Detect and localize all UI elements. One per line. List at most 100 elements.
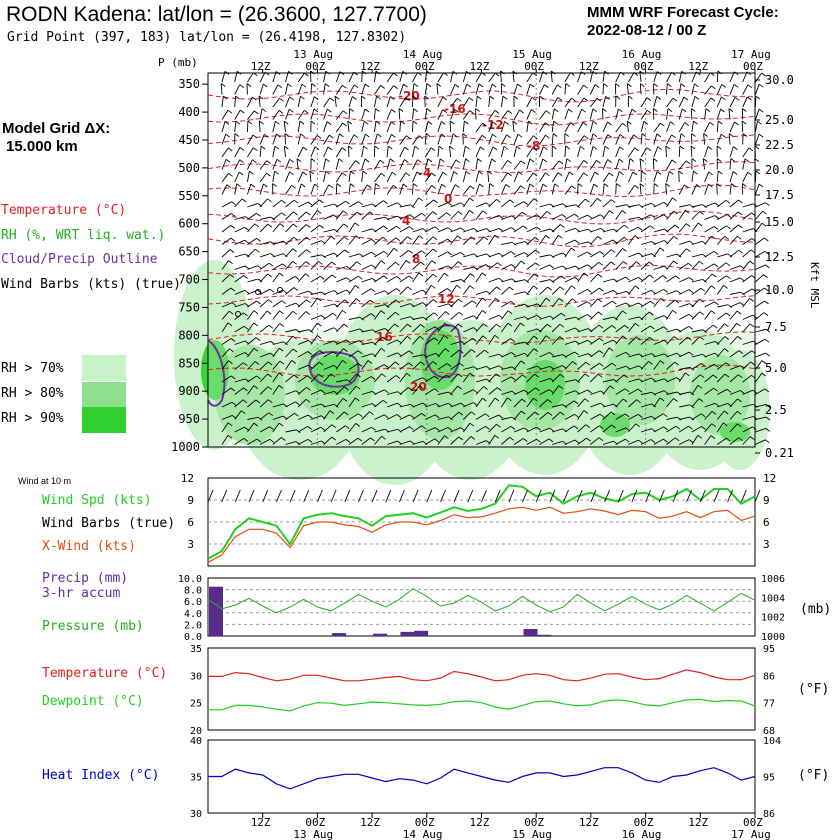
- wind-barb: [627, 171, 634, 183]
- wind-barb-flag: [673, 336, 679, 340]
- wind-barb-flag: [359, 340, 364, 344]
- wind-barb: [564, 413, 575, 420]
- wind-barb: [653, 133, 658, 145]
- wind-barb: [323, 274, 333, 283]
- wind-barb-flag: [329, 97, 335, 102]
- cloud-outline: [423, 324, 462, 379]
- wind-barb: [424, 326, 436, 333]
- wind-barb-flag: [610, 199, 616, 204]
- wind-barb: [679, 303, 690, 308]
- wind-barb-flag: [605, 95, 610, 100]
- wind-barb: [335, 210, 344, 220]
- wind-barb: [374, 310, 382, 320]
- wind-barb: [666, 437, 676, 445]
- wind-barb-flag: [389, 158, 395, 163]
- wind-barb-flag: [507, 160, 512, 164]
- wind-barb: [564, 390, 576, 395]
- wind-barb: [310, 389, 322, 395]
- top-hour-label: 12Z: [688, 60, 708, 73]
- wind-barb-flag: [300, 183, 306, 188]
- wind-barb-flag: [354, 222, 360, 227]
- wind-barb-flag: [469, 372, 475, 377]
- wind-barb: [298, 364, 309, 370]
- wind-barb-flag: [673, 260, 678, 265]
- wind-barb-flag: [383, 225, 388, 230]
- wind-barb: [716, 170, 719, 183]
- wind-barb-flag: [302, 171, 308, 176]
- wind-barb: [297, 299, 307, 308]
- temp-unit: (°F): [798, 682, 830, 697]
- wind-barb: [628, 336, 637, 345]
- wind-barb: [297, 426, 308, 433]
- wind-barb-flag: [357, 350, 363, 355]
- wind-barb: [247, 147, 254, 158]
- wind-barb: [361, 158, 366, 170]
- wind-barb: [552, 265, 563, 270]
- wind-barb: [399, 71, 404, 83]
- wind-barb: [285, 276, 296, 283]
- wind-barb: [386, 352, 398, 358]
- wind-barb-flag: [469, 422, 475, 427]
- wind-barb: [399, 120, 402, 133]
- wind-barb-flag: [688, 425, 693, 430]
- wind-barb: [678, 71, 683, 83]
- wind-barb: [564, 83, 567, 95]
- wind-barb-flag: [604, 145, 610, 150]
- wind-barb: [552, 203, 563, 208]
- wind-barb: [285, 171, 290, 183]
- wind-barb-flag: [608, 347, 614, 352]
- wind-barb-flag: [763, 274, 768, 278]
- pressure-tick-label-right: 1004: [761, 593, 785, 604]
- wind-barb-flag: [505, 184, 511, 188]
- wind-barb: [539, 254, 551, 258]
- wind-barb-flag: [536, 438, 541, 443]
- wind-barb-flag: [275, 120, 280, 125]
- wind-barb-flag: [713, 387, 718, 392]
- wind-barb-flag: [408, 250, 413, 254]
- wind-barb-flag: [536, 315, 542, 319]
- wind-barb: [386, 299, 396, 308]
- wind-barb: [436, 83, 439, 95]
- wind-barb: [704, 285, 712, 295]
- wind-barb: [246, 120, 249, 133]
- wind-barb: [412, 385, 420, 395]
- wind-barb: [755, 439, 766, 445]
- wind-barb: [577, 339, 588, 345]
- wind-barb-flag: [660, 122, 665, 127]
- wind-barb: [717, 312, 727, 320]
- wind-barb: [272, 263, 283, 270]
- wind-barb: [221, 237, 232, 245]
- wind-barb-flag: [396, 225, 401, 230]
- wind-barb: [691, 311, 701, 320]
- wind-barb: [475, 264, 487, 270]
- wind-barb: [462, 97, 470, 108]
- wind-barb-flag: [537, 328, 542, 333]
- wind-barb: [755, 210, 763, 220]
- wind-barb: [462, 349, 472, 358]
- wind-barb-flag: [622, 398, 628, 403]
- wind-barb-flag: [413, 83, 419, 87]
- wind-barb: [742, 71, 748, 83]
- wind-barb-flag: [452, 133, 458, 138]
- wind-barb-flag: [317, 297, 322, 302]
- wind-barb: [704, 146, 709, 158]
- wind-barb: [285, 390, 296, 395]
- wind-barb-flag: [627, 83, 632, 87]
- wind-barb-flag: [383, 200, 388, 204]
- wind-barb-flag: [464, 120, 469, 125]
- wind-barb-flag: [612, 239, 618, 244]
- wind-barb-flag: [656, 71, 662, 75]
- wind-barb: [577, 328, 589, 333]
- wind-barb-flag: [268, 299, 273, 304]
- wind-barb: [285, 441, 297, 445]
- isotherm-line: [207, 364, 756, 377]
- wind-barb: [488, 323, 497, 333]
- wind-barb: [234, 410, 242, 420]
- wind-barb: [628, 399, 637, 408]
- wind-barb-flag: [447, 238, 452, 243]
- wind-barb: [437, 133, 442, 145]
- wind-barb: [729, 322, 737, 333]
- wind-barb-flag: [701, 426, 706, 430]
- wind-barb: [679, 204, 691, 208]
- wind-barb: [577, 389, 588, 395]
